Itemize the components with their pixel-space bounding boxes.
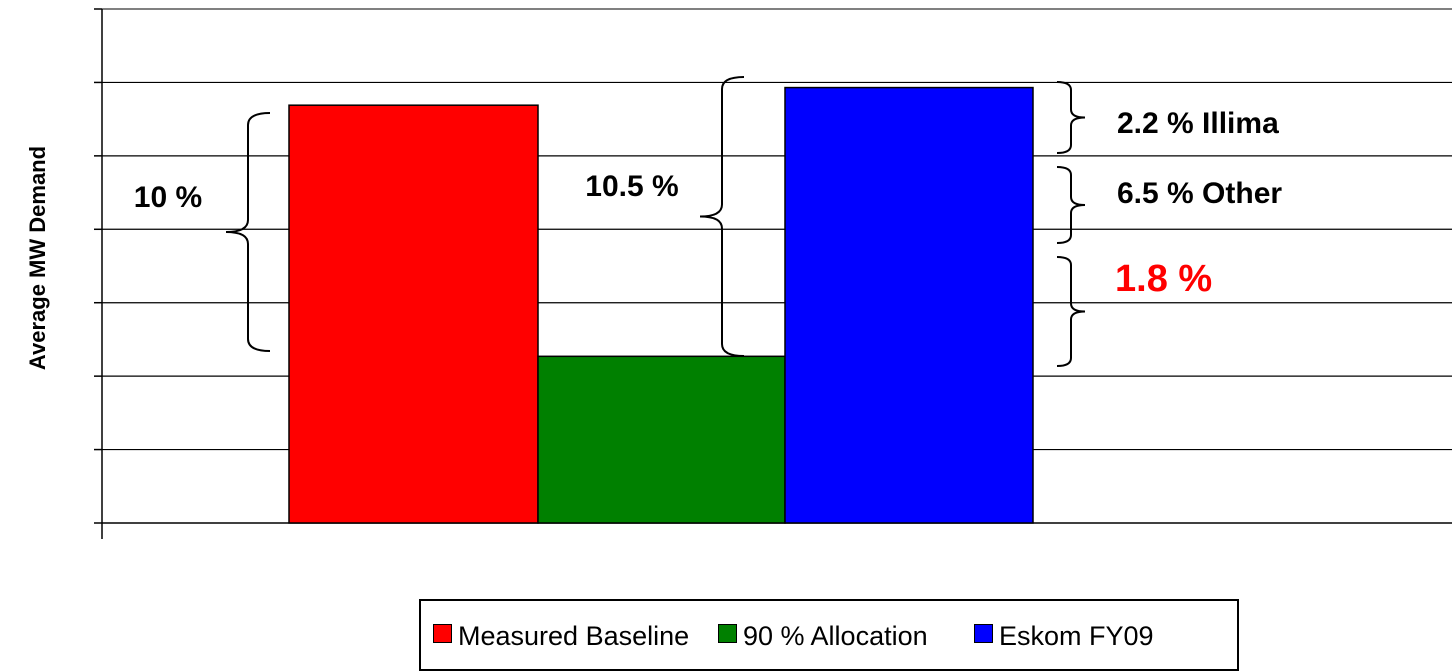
legend-swatch-green <box>718 624 737 643</box>
bar-measured-baseline <box>288 104 539 524</box>
legend-swatch-blue <box>974 624 993 643</box>
legend-item-eskom-fy09: Eskom FY09 <box>974 621 1154 652</box>
annotation-other: 6.5 % Other <box>1117 177 1282 210</box>
legend: Measured Baseline 90 % Allocation Eskom … <box>419 599 1239 671</box>
legend-label: Eskom FY09 <box>999 621 1154 651</box>
annotation-illima: 2.2 % Illima <box>1117 107 1279 140</box>
bar-eskom-fy09 <box>784 86 1034 524</box>
brace-10-percent <box>225 112 271 352</box>
brace-1-8-percent <box>1056 256 1086 367</box>
brace-10-5-percent <box>699 76 745 357</box>
legend-label: Measured Baseline <box>458 621 690 651</box>
brace-illima <box>1056 81 1086 154</box>
legend-item-measured-baseline: Measured Baseline <box>433 621 689 652</box>
annotation-1-8-percent: 1.8 % <box>1115 258 1212 300</box>
legend-label: 90 % Allocation <box>743 621 928 651</box>
legend-swatch-red <box>433 624 452 643</box>
brace-other <box>1056 166 1086 244</box>
bar-90-allocation <box>537 355 786 524</box>
y-axis-label: Average MW Demand <box>25 145 50 371</box>
annotation-10-percent: 10 % <box>134 181 202 214</box>
legend-item-90-allocation: 90 % Allocation <box>718 621 928 652</box>
annotation-10-5-percent: 10.5 % <box>585 170 678 203</box>
